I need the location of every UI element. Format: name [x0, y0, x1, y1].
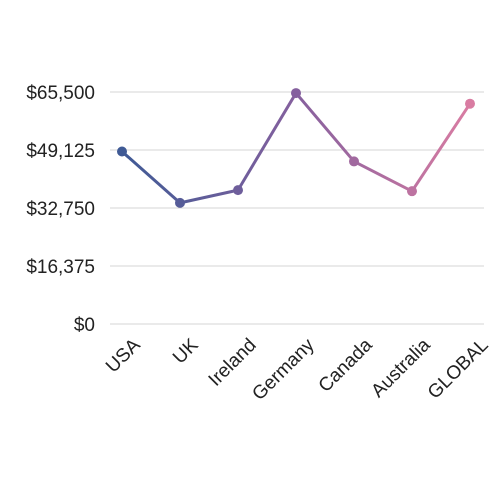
series-line-segment: [294, 91, 356, 163]
data-point: [175, 197, 185, 208]
x-tick-label: Germany: [248, 334, 318, 404]
series-line-segment: [178, 188, 240, 205]
x-tick-label: USA: [102, 335, 145, 378]
series-line-segment: [120, 150, 182, 205]
data-point: [233, 185, 243, 196]
data-point: [291, 88, 301, 99]
series-points: [117, 88, 475, 208]
data-point: [349, 156, 359, 167]
y-tick-label: $32,750: [26, 199, 95, 220]
data-point: [117, 146, 127, 157]
y-tick-label: $49,125: [26, 141, 95, 162]
data-point: [465, 98, 475, 109]
y-axis-ticks: $0 $16,375 $32,750 $49,125 $65,500: [26, 83, 95, 336]
y-tick-label: $0: [74, 315, 95, 336]
series-line-segment: [236, 91, 298, 192]
series-line-segment: [352, 159, 414, 193]
x-tick-label: UK: [169, 335, 203, 369]
x-tick-label: GLOBAL: [424, 335, 493, 404]
series-line-segment: [410, 102, 472, 193]
x-tick-label: Ireland: [205, 335, 261, 391]
data-point: [407, 186, 417, 197]
x-tick-label: Australia: [367, 334, 434, 401]
grid-lines: [110, 91, 484, 325]
series-line: [120, 91, 472, 205]
y-tick-label: $65,500: [26, 83, 95, 104]
y-tick-label: $16,375: [26, 257, 95, 278]
